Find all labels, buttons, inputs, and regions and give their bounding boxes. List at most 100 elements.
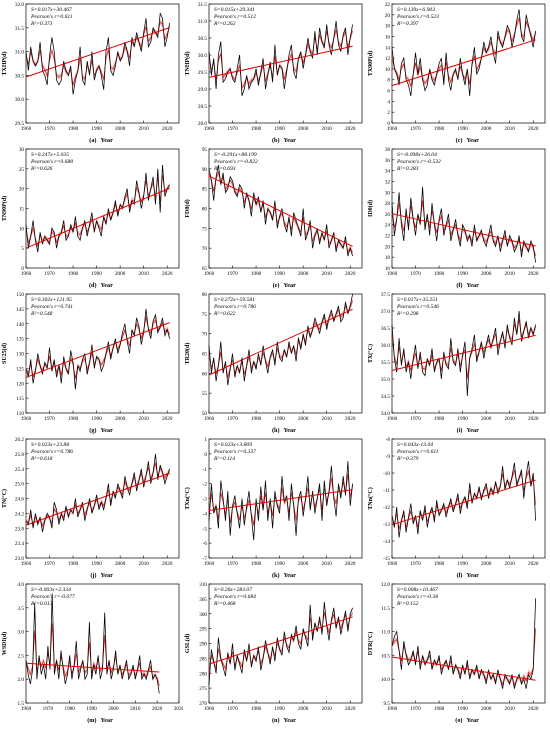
x-axis-label: Year: [284, 717, 297, 724]
chart-svg: 34.0 34.5 35.0 35.5 36.0 36.5 37.0 37.5 1960 1970…: [367, 292, 546, 434]
y-axis-label: FD0(d): [184, 199, 191, 217]
x-tick-label: 2000: [298, 416, 309, 422]
panel-letter: (n): [272, 717, 280, 724]
chart-panel: 0 2 4 6 8 10 12 14 16 18 20 22 1960 1970 1980 1990 2000 2…: [366, 0, 549, 145]
x-tick-label: 2010: [322, 706, 333, 712]
x-tick-label: 2000: [298, 271, 309, 277]
trend-line: [391, 334, 536, 371]
y-axis-label: TNHP(d): [184, 51, 191, 75]
x-tick-label: 2020: [345, 706, 356, 712]
x-axis-label: Year: [467, 572, 480, 579]
x-tick-label: 2000: [298, 126, 309, 132]
x-tick-label: 2010: [505, 271, 516, 277]
y-tick-label: 28.5: [198, 104, 207, 110]
chart-svg: 0 5 10 15 20 25 30 1960 1970 1980 1990 2000 2010 2020…: [1, 147, 180, 289]
chart-panel: 270 275 280 285 290 295 300 305 310 1960 1970 1980 1…: [183, 580, 366, 725]
smoothed-series-line: [25, 317, 170, 379]
x-tick-label: 2010: [139, 126, 150, 132]
stat-annotation: S=0.139x+6.903: [397, 7, 435, 13]
y-tick-label: -13: [383, 522, 390, 528]
x-tick-label: 2020: [152, 706, 163, 712]
series-line: [391, 310, 536, 397]
trend-line: [208, 308, 353, 376]
chart-svg: 65 70 75 80 85 90 95 1960 1970 1980 1990 2000 2010 20…: [184, 147, 363, 289]
x-tick-label: 2010: [139, 271, 150, 277]
y-tick-label: -15: [383, 556, 390, 562]
series-line: [25, 12, 170, 95]
stat-annotation: S=0.043x-13.04: [397, 442, 433, 448]
stat-annotation: Pearson's r=0.337: [213, 449, 256, 455]
x-tick-label: 1980: [251, 706, 262, 712]
series-line: [208, 164, 353, 257]
panel-letter: (o): [455, 717, 462, 724]
x-tick-label: 2000: [115, 126, 126, 132]
y-axis-label: TN(°C): [1, 489, 8, 508]
x-tick-label: 1980: [68, 561, 79, 567]
y-tick-label: 31.5: [198, 2, 207, 8]
confidence-band: [392, 15, 536, 89]
y-tick-label: 2: [387, 110, 390, 116]
x-tick-label: 2020: [528, 706, 539, 712]
trend-line: [25, 662, 160, 673]
y-axis-label: TNn(°C): [367, 487, 374, 509]
y-tick-label: 280: [199, 671, 207, 677]
series-line: [25, 453, 170, 533]
x-tick-label: 1960: [204, 416, 215, 422]
x-tick-label: 1960: [21, 416, 32, 422]
y-tick-label: 290: [199, 642, 207, 648]
y-tick-label: 8: [387, 78, 390, 84]
y-tick-label: 1: [204, 437, 207, 443]
stat-annotation: Pearson's r=0.512: [213, 14, 256, 20]
x-tick-label: 1980: [434, 416, 445, 422]
y-tick-label: 18: [385, 255, 391, 261]
x-axis-label: Year: [467, 282, 480, 289]
y-tick-label: 10.0: [381, 677, 390, 683]
x-tick-label: 1970: [227, 126, 238, 132]
y-tick-label: 30.0: [198, 53, 207, 59]
x-tick-label: 2000: [108, 706, 119, 712]
chart-svg: 28.0 28.5 29.0 29.5 30.0 30.5 31.0 31.5 1960 1970…: [184, 2, 363, 144]
stat-annotation: R²=0.548: [30, 311, 53, 317]
chart-panel: 65 70 75 80 85 90 95 1960 1970 1980 1990 2000 2010 20…: [183, 145, 366, 290]
y-tick-label: 285: [199, 656, 207, 662]
series-line: [391, 461, 536, 538]
x-tick-label: 2010: [322, 416, 333, 422]
x-tick-label: 1980: [434, 126, 445, 132]
y-tick-label: 55: [202, 391, 208, 397]
x-axis-label: Year: [101, 717, 114, 724]
stat-annotation: Pearson's r=-0.077: [30, 594, 75, 600]
x-tick-label: 2010: [322, 126, 333, 132]
y-tick-label: -1: [203, 467, 208, 473]
x-tick-label: 1990: [91, 126, 102, 132]
chart-panel: 110 115 120 125 130 135 140 145 150 1960 1970 1980 1…: [0, 290, 183, 435]
panel-letter: (f): [456, 282, 462, 289]
x-tick-label: 2000: [115, 561, 126, 567]
plot-frame: [25, 583, 180, 704]
x-tick-label: 2000: [481, 706, 492, 712]
x-tick-label: 1970: [410, 271, 421, 277]
stat-annotation: S=-0.098x+26.04: [397, 152, 437, 158]
x-tick-label: 2000: [298, 561, 309, 567]
y-tick-label: 37.5: [381, 292, 390, 298]
y-tick-label: 30.0: [15, 97, 24, 103]
series-line: [208, 20, 353, 96]
y-tick-label: 29.5: [198, 70, 207, 76]
y-axis-label: TN90P(d): [1, 196, 8, 221]
stat-annotation: Pearson's r=0.684: [213, 594, 256, 600]
y-tick-label: 28.0: [198, 121, 207, 127]
panel-letter: (d): [89, 282, 97, 289]
y-tick-label: 20: [385, 13, 391, 19]
x-tick-label: 1960: [21, 271, 32, 277]
stat-annotation: R²=0.468: [213, 601, 236, 607]
y-axis-label: TX(°C): [367, 344, 374, 363]
confidence-band: [26, 19, 170, 89]
confidence-band: [209, 169, 353, 256]
chart-panel: 28.0 28.5 29.0 29.5 30.0 30.5 31.0 31.5 1960 1970…: [183, 0, 366, 145]
x-tick-label: 2020: [345, 126, 356, 132]
x-tick-label: 1970: [44, 126, 55, 132]
stat-annotation: R²=0.618: [30, 456, 53, 462]
series-line: [391, 9, 536, 97]
x-tick-label: 1990: [274, 706, 285, 712]
y-tick-label: 14: [385, 45, 391, 51]
x-tick-label: 1960: [387, 561, 398, 567]
